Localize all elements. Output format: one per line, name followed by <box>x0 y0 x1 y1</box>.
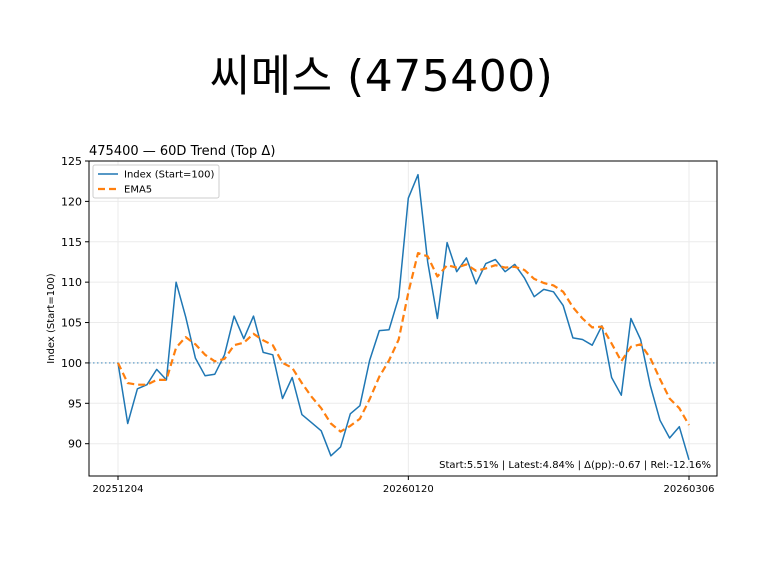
legend: Index (Start=100) EMA5 <box>92 164 220 199</box>
x-tick-label: 20251204 <box>93 484 144 495</box>
plot-frame <box>88 160 718 477</box>
y-axis-ticks: 90 95 100 105 110 115 120 125 <box>61 155 89 451</box>
y-tick-label: 115 <box>61 236 82 249</box>
x-axis-ticks: 20251204 20260120 20260306 <box>93 476 715 495</box>
legend-label-index: Index (Start=100) <box>124 170 215 181</box>
chart-title: 475400 — 60D Trend (Top Δ) <box>89 144 275 159</box>
legend-box <box>92 164 220 199</box>
series-line-ema5 <box>117 252 690 433</box>
y-tick-label: 105 <box>61 317 82 330</box>
stats-annotation: Start:5.51% | Latest:4.84% | Δ(pp):-0.67… <box>439 460 711 471</box>
y-tick-label: 90 <box>68 438 82 451</box>
y-tick-label: 100 <box>61 357 82 370</box>
series-line-index <box>117 173 690 461</box>
legend-label-ema5: EMA5 <box>124 185 152 196</box>
y-tick-label: 125 <box>61 155 82 168</box>
y-tick-label: 120 <box>61 195 82 208</box>
x-tick-label: 20260306 <box>664 484 715 495</box>
y-tick-label: 110 <box>61 276 82 289</box>
series-layer <box>117 173 690 461</box>
y-axis-label: Index (Start=100) <box>46 273 57 364</box>
x-tick-label: 20260120 <box>383 484 434 495</box>
y-tick-label: 95 <box>68 397 82 410</box>
slide-title: 씨메스 (475400) <box>209 51 554 102</box>
